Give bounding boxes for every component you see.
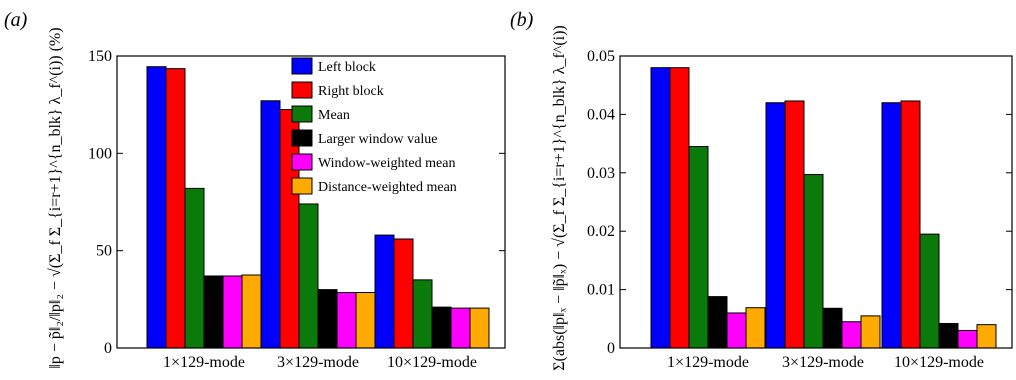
a-x-tick-label: 1×129-mode	[163, 354, 245, 371]
legend-label-window-weighted-mean: Window-weighted mean	[318, 156, 455, 171]
a-y-tick-label: 100	[88, 145, 112, 162]
b-bar-right-block-1	[669, 67, 690, 349]
panel-a-y-axis-label: ‖p − p̃‖₂/‖p‖₂ − √(Σ_f Σ_{i=r+1}^{n_blk}…	[47, 27, 64, 368]
b-bar-distance-weighted-mean-3	[976, 324, 997, 349]
b-x-tick-label: 1×129-mode	[667, 354, 749, 371]
panel-b-axes	[619, 55, 1013, 349]
legend-swatch-mean	[291, 105, 313, 123]
b-x-tick-label: 10×129-mode	[894, 354, 984, 371]
legend-swatch-window-weighted-mean	[291, 153, 313, 171]
b-bar-larger-window-value-3	[938, 322, 959, 349]
b-bar-window-weighted-mean-3	[957, 329, 978, 349]
a-bar-larger-window-value-3	[431, 306, 452, 349]
panel-a-x-ticks: 1×129-mode 3×129-mode 10×129-mode	[163, 354, 477, 371]
a-bar-distance-weighted-mean-3	[469, 307, 490, 349]
b-bar-distance-weighted-mean-2	[860, 315, 881, 349]
a-bar-window-weighted-mean-3	[450, 307, 471, 349]
panel-b: (b) Σ(abs(‖p‖ₓ − ‖p̃‖ₓ) − √(Σ_f Σ_{i=r+1…	[510, 9, 1013, 371]
b-bar-larger-window-value-2	[822, 307, 843, 349]
b-bar-mean-3	[919, 233, 940, 349]
a-bar-mean-2	[298, 203, 319, 349]
b-y-tick-label: 0.05	[587, 48, 615, 65]
b-bar-left-block-3	[881, 102, 902, 349]
panel-b-x-ticks: 1×129-mode 3×129-mode 10×129-mode	[667, 354, 984, 371]
b-bar-right-block-3	[900, 100, 921, 349]
a-bar-mean-3	[412, 279, 433, 349]
b-bar-distance-weighted-mean-1	[745, 307, 766, 349]
panel-a: (a) ‖p − p̃‖₂/‖p‖₂ − √(Σ_f Σ_{i=r+1}^{n_…	[4, 9, 506, 371]
legend-label-left-block: Left block	[318, 60, 376, 75]
b-y-tick-label: 0	[607, 340, 615, 357]
a-bar-distance-weighted-mean-1	[241, 274, 262, 349]
legend-swatch-left-block	[291, 57, 313, 75]
a-y-tick-label: 150	[88, 48, 112, 65]
a-y-tick-label: 0	[104, 340, 112, 357]
a-bar-window-weighted-mean-2	[336, 292, 357, 349]
a-bar-left-block-1	[146, 66, 167, 349]
a-axes-frame	[116, 55, 506, 349]
legend-swatch-larger-window-value	[291, 129, 313, 147]
panel-b-bars	[650, 67, 997, 349]
panel-a-axes	[116, 55, 506, 349]
a-bar-mean-1	[184, 187, 205, 349]
legend-label-larger-window-value: Larger window value	[318, 132, 437, 147]
a-bar-right-block-1	[165, 68, 186, 349]
legend-label-right-block: Right block	[318, 84, 384, 99]
b-bar-mean-1	[688, 146, 709, 349]
b-axes-frame	[619, 55, 1013, 349]
a-bar-left-block-3	[374, 234, 395, 349]
b-bar-left-block-1	[650, 67, 671, 349]
legend: Left block Right block Mean Larger windo…	[291, 57, 457, 195]
b-x-tick-label: 3×129-mode	[782, 354, 864, 371]
a-bar-distance-weighted-mean-2	[355, 292, 376, 349]
a-x-tick-label: 3×129-mode	[277, 354, 359, 371]
b-y-tick-label: 0.04	[587, 106, 615, 123]
b-y-tick-label: 0.01	[587, 282, 615, 299]
a-bar-larger-window-value-2	[317, 289, 338, 349]
b-bar-larger-window-value-1	[707, 296, 728, 349]
b-y-tick-label: 0.02	[587, 223, 615, 240]
a-bar-right-block-3	[393, 238, 414, 349]
panel-a-y-ticks: 0 50 100 150	[88, 48, 112, 357]
a-bar-window-weighted-mean-1	[222, 275, 243, 349]
panel-b-y-axis-label: Σ(abs(‖p‖ₓ − ‖p̃‖ₓ) − √(Σ_f Σ_{i=r+1}^{n…	[551, 25, 568, 371]
a-bar-larger-window-value-1	[203, 275, 224, 349]
legend-label-distance-weighted-mean: Distance-weighted mean	[318, 180, 457, 195]
b-bar-right-block-2	[784, 100, 805, 349]
b-bar-left-block-2	[765, 102, 786, 349]
b-y-tick-label: 0.03	[587, 165, 615, 182]
a-x-tick-label: 10×129-mode	[387, 354, 477, 371]
a-y-tick-label: 50	[96, 243, 112, 260]
b-bar-mean-2	[803, 174, 824, 349]
legend-swatch-right-block	[291, 81, 313, 99]
legend-label-mean: Mean	[318, 108, 350, 123]
b-bar-window-weighted-mean-2	[841, 321, 862, 349]
panel-b-label: (b)	[510, 9, 534, 31]
legend-swatch-distance-weighted-mean	[291, 177, 313, 195]
a-bar-left-block-2	[260, 100, 281, 349]
panel-b-y-ticks: 0 0.01 0.02 0.03 0.04 0.05	[587, 48, 615, 357]
panel-a-label: (a)	[4, 9, 28, 31]
b-bar-window-weighted-mean-1	[726, 312, 747, 349]
